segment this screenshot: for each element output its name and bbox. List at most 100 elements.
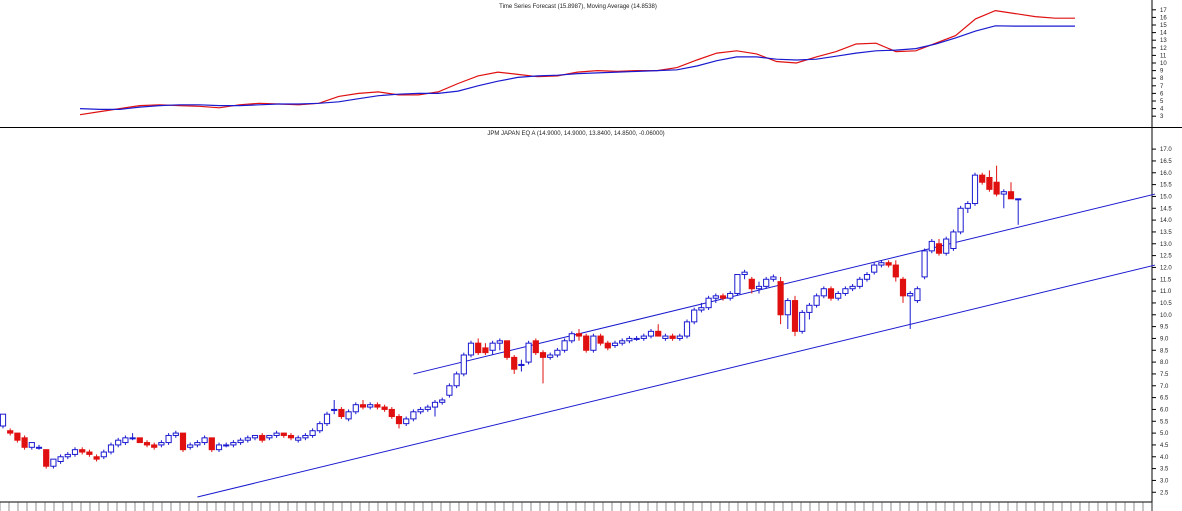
price-y-tick-label: 6.0 [1160,407,1169,413]
candlestick [345,409,352,422]
candle-body-up [122,437,129,444]
candlestick [266,434,273,441]
price-y-tick-label: 9.5 [1160,325,1169,331]
price-panel-title: JPM JAPAN EQ A (14.9000, 14.9000, 13.840… [487,131,664,137]
candle-body-down [748,278,755,290]
price-y-tick-label: 17.0 [1160,147,1172,153]
candle-body-up [439,399,446,403]
candle-body-down [280,432,287,436]
candlestick [547,352,554,360]
candlestick [71,447,79,457]
price-y-tick-label: 13.0 [1160,242,1172,248]
candle-body-up [971,174,979,205]
forecast-y-tick-label: 12 [1160,46,1167,52]
candle-body-down [259,434,266,441]
candlestick [921,248,928,280]
candle-body-down [287,434,295,439]
candlestick [237,437,244,445]
candle-body-up [590,335,597,351]
candlestick [878,260,885,268]
candlestick [295,435,302,443]
price-y-tick-label: 3.5 [1160,467,1169,473]
candlestick [100,449,107,460]
candle-body-down [381,406,388,410]
candlestick [777,276,784,325]
price-y-tick-label: 12.0 [1160,265,1172,271]
candlestick [892,260,899,282]
candle-body-up [921,250,928,278]
forecast-y-tick-label: 13 [1160,38,1167,44]
candlestick [136,437,143,444]
candle-body-up [187,444,194,448]
candle-body-down [669,335,676,339]
candle-body-up [158,442,165,446]
candle-body-up [554,349,561,356]
candle-body-up [172,432,179,436]
candlestick [338,407,345,419]
candle-body-up [914,288,921,302]
candle-body-up [57,456,64,462]
candle-body-up [633,337,640,340]
candlestick [259,433,266,443]
candle-body-up [928,240,935,252]
candlestick [590,333,597,353]
candle-body-up [547,354,554,358]
candlestick [57,454,64,464]
candlestick [43,449,50,469]
candle-body-up [417,408,424,413]
candlestick [86,449,93,457]
candlestick [863,272,871,282]
price-y-tick-label: 4.5 [1160,443,1169,449]
candlestick [511,355,518,374]
candlestick [367,402,374,410]
candle-body-up [165,434,172,444]
candle-body-down [655,330,662,337]
candle-body-down [597,335,604,344]
candlestick [705,295,712,311]
price-y-tick-label: 15.0 [1160,194,1172,200]
price-y-tick-label: 3.0 [1160,478,1169,484]
candlestick [395,414,403,429]
forecast-y-tick-label: 17 [1160,8,1167,14]
candlestick [575,328,583,341]
candle-body-up [64,453,71,458]
candlestick [187,442,194,450]
candle-body-down [979,174,986,183]
candle-body-up [107,444,115,453]
price-y-tick-label: 5.5 [1160,419,1169,425]
candlestick [791,295,799,337]
price-y-tick-label: 2.5 [1160,490,1169,496]
candlestick [489,340,496,355]
price-y-tick-label: 12.5 [1160,254,1172,260]
candlestick [914,286,921,303]
candle-body-up [863,274,871,280]
candlestick [331,399,338,415]
candle-body-down [338,408,345,418]
candlestick [885,260,892,268]
candlestick [14,432,21,443]
candlestick [734,274,741,296]
candlestick [403,416,410,426]
candlestick [554,347,561,358]
candle-body-up [755,285,763,290]
candle-body-down [892,264,899,278]
candle-body-up [734,274,741,294]
candlestick [374,402,381,410]
candlestick [302,433,309,441]
candlestick [244,435,251,443]
candlestick [381,404,388,412]
candle-body-up [201,437,208,444]
candle-body-down [993,181,1000,195]
candle-body-down [503,340,511,358]
candlestick [647,328,655,339]
candle-body-down [86,451,93,455]
candle-body-up [489,342,496,351]
candlestick [352,402,359,415]
candlestick [143,440,151,448]
candlestick [935,239,943,256]
candle-body-down [532,340,539,354]
candlestick [820,286,827,299]
candlestick [201,435,208,445]
candle-body-up [0,413,7,427]
